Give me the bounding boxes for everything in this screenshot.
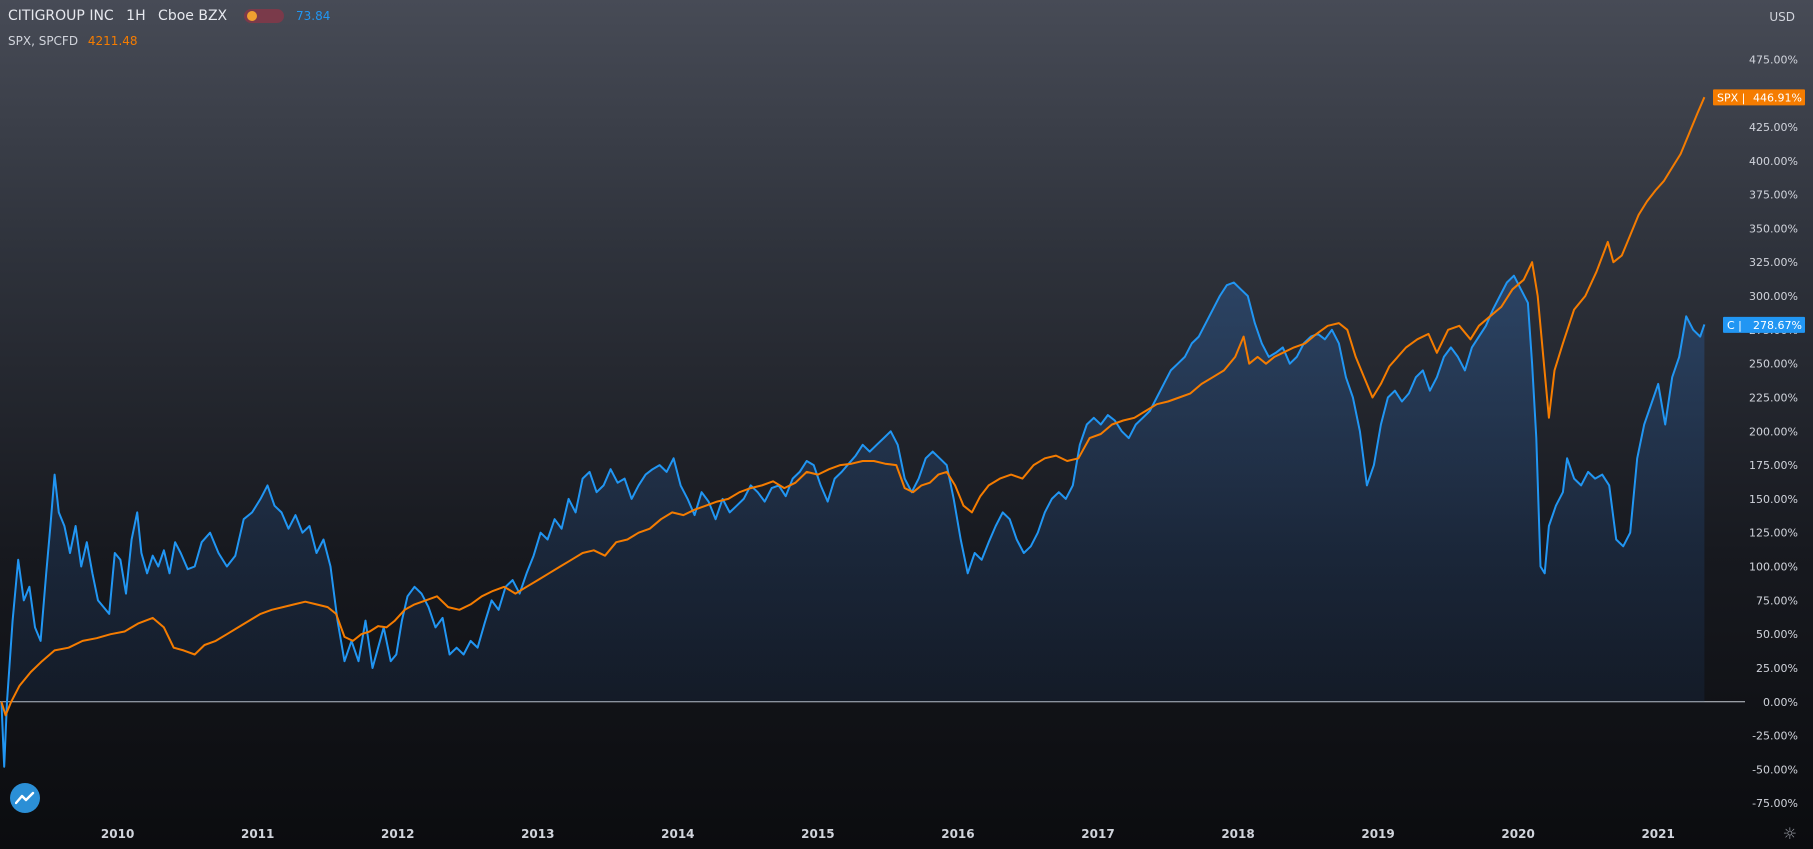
interval-label[interactable]: 1H [126, 8, 146, 24]
y-tick-label: 175.00% [1749, 459, 1798, 472]
x-tick-label: 2014 [661, 827, 694, 841]
x-tick-label: 2021 [1641, 827, 1674, 841]
y-tick-label: 475.00% [1749, 53, 1798, 66]
svg-text:SPX |: SPX | [1717, 91, 1745, 104]
svg-text:446.91%: 446.91% [1753, 91, 1802, 104]
y-tick-label: -50.00% [1752, 763, 1798, 776]
compare-value: 4211.48 [87, 34, 138, 48]
y-tick-label: 25.00% [1756, 662, 1798, 675]
y-tick-label: 75.00% [1756, 594, 1798, 607]
y-tick-label: 250.00% [1749, 358, 1798, 371]
x-tick-label: 2018 [1221, 827, 1254, 841]
x-tick-label: 2012 [381, 827, 414, 841]
series-badge-spx: SPX | 446.91% [1713, 89, 1805, 106]
x-tick-label: 2017 [1081, 827, 1114, 841]
y-tick-label: 375.00% [1749, 189, 1798, 202]
y-tick-label: 200.00% [1749, 425, 1798, 438]
currency-label[interactable]: USD [1769, 10, 1795, 24]
y-tick-label: -75.00% [1752, 797, 1798, 810]
main-legend: CITIGROUP INC 1H Cboe BZX 73.84 [8, 8, 338, 24]
x-tick-label: 2019 [1361, 827, 1394, 841]
tradingview-logo-icon[interactable] [10, 783, 40, 813]
settings-gear-icon[interactable]: ☼ [1782, 824, 1797, 843]
y-tick-label: 150.00% [1749, 493, 1798, 506]
x-tick-label: 2013 [521, 827, 554, 841]
y-tick-label: 425.00% [1749, 121, 1798, 134]
series-line-spx[interactable] [0, 96, 1706, 717]
y-tick-label: 50.00% [1756, 628, 1798, 641]
symbol-name[interactable]: CITIGROUP INC [8, 8, 114, 24]
compare-legend[interactable]: SPX, SPCFD 4211.48 [8, 34, 138, 48]
y-tick-label: -25.00% [1752, 730, 1798, 743]
last-value: 73.84 [296, 9, 331, 23]
svg-text:278.67%: 278.67% [1753, 319, 1802, 332]
y-tick-label: 325.00% [1749, 256, 1798, 269]
svg-text:C |: C | [1727, 319, 1742, 332]
y-tick-label: 300.00% [1749, 290, 1798, 303]
series-badge-c: C | 278.67% [1723, 316, 1805, 333]
y-tick-label: 100.00% [1749, 561, 1798, 574]
series-c-area [1, 275, 1705, 767]
x-tick-label: 2011 [241, 827, 274, 841]
market-status-icon[interactable] [243, 9, 284, 23]
y-tick-label: 0.00% [1763, 696, 1798, 709]
y-tick-label: 225.00% [1749, 391, 1798, 404]
x-tick-label: 2020 [1501, 827, 1534, 841]
x-tick-label: 2010 [101, 827, 134, 841]
y-tick-label: 350.00% [1749, 222, 1798, 235]
series-line-c[interactable] [0, 274, 1706, 768]
x-tick-label: 2016 [941, 827, 974, 841]
compare-symbol: SPX, SPCFD [8, 34, 79, 48]
y-tick-label: 400.00% [1749, 155, 1798, 168]
x-tick-label: 2015 [801, 827, 834, 841]
exchange-label: Cboe BZX [158, 8, 228, 24]
y-tick-label: 125.00% [1749, 527, 1798, 540]
